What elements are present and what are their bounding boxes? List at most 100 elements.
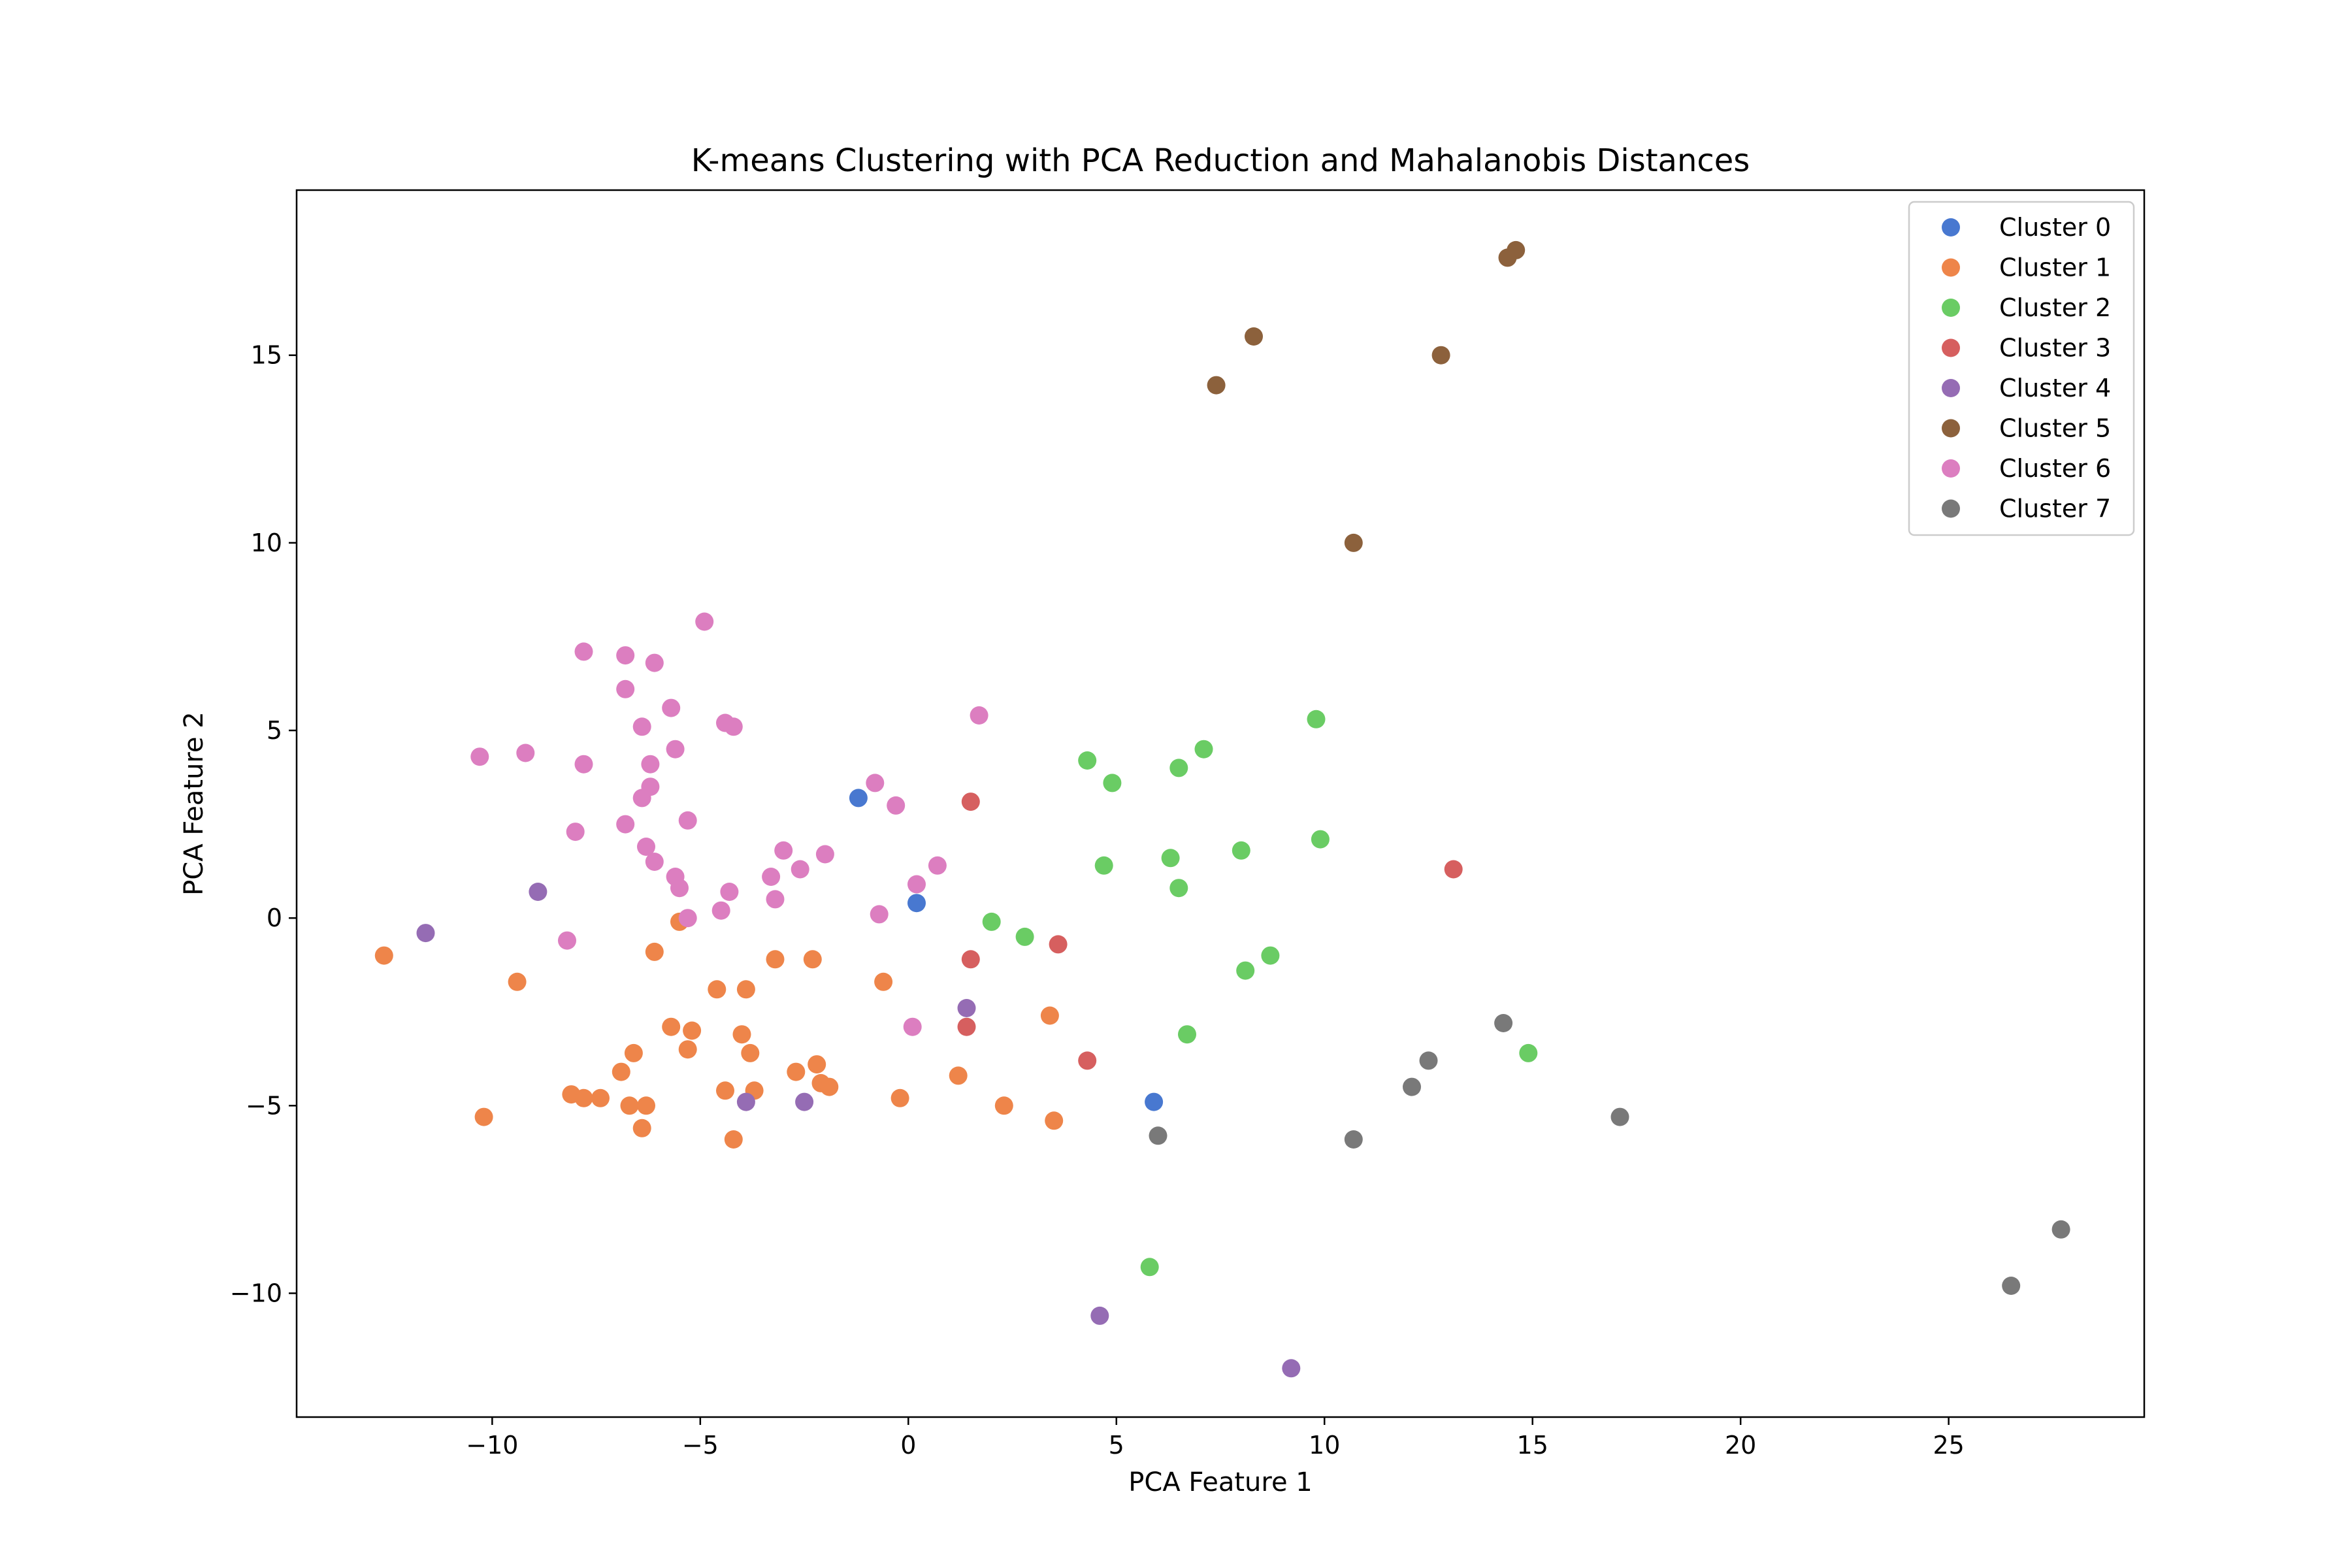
cluster-6-point-2 <box>558 931 576 950</box>
cluster-4-point-6 <box>1282 1359 1301 1378</box>
x-axis-label: PCA Feature 1 <box>1128 1467 1312 1497</box>
legend-marker-cluster-0 <box>1942 218 1960 237</box>
cluster-2-point-13 <box>1261 946 1280 965</box>
cluster-2-point-1 <box>1015 927 1034 946</box>
y-tick-label-3: 5 <box>267 716 282 745</box>
cluster-1-point-17 <box>716 1081 734 1100</box>
cluster-1-point-34 <box>1045 1111 1064 1130</box>
plot-area <box>297 190 2144 1417</box>
legend-label-cluster-6: Cluster 6 <box>1999 454 2111 483</box>
cluster-5-point-5 <box>1507 240 1526 259</box>
cluster-3-point-2 <box>957 1017 976 1036</box>
legend-marker-cluster-6 <box>1942 459 1960 478</box>
cluster-6-point-6 <box>616 646 635 665</box>
chart-title: K-means Clustering with PCA Reduction an… <box>691 142 1750 179</box>
cluster-1-point-9 <box>632 1119 651 1137</box>
cluster-7-point-2 <box>1403 1077 1421 1096</box>
cluster-0-point-0 <box>849 789 868 808</box>
cluster-1-point-8 <box>624 1043 643 1062</box>
cluster-6-point-11 <box>637 838 655 856</box>
y-tick-label-1: −5 <box>246 1091 282 1120</box>
cluster-2-point-15 <box>1311 830 1330 849</box>
legend-label-cluster-2: Cluster 2 <box>1999 293 2111 322</box>
cluster-5-point-0 <box>1207 376 1226 395</box>
cluster-1-point-32 <box>994 1096 1013 1115</box>
cluster-6-point-7 <box>616 679 635 698</box>
cluster-6-point-26 <box>724 717 743 736</box>
cluster-6-point-8 <box>616 815 635 834</box>
cluster-6-point-13 <box>641 777 660 796</box>
cluster-2-point-6 <box>1161 849 1180 868</box>
cluster-1-point-15 <box>683 1021 702 1040</box>
y-tick-label-5: 15 <box>251 341 282 370</box>
cluster-1-point-21 <box>741 1043 760 1062</box>
cluster-4-point-4 <box>957 999 976 1017</box>
cluster-6-point-17 <box>666 740 685 759</box>
cluster-1-point-7 <box>620 1096 639 1115</box>
x-tick-label-0: −10 <box>466 1431 518 1460</box>
cluster-4-point-1 <box>529 883 547 901</box>
legend-marker-cluster-5 <box>1942 419 1960 438</box>
cluster-1-point-20 <box>736 980 755 999</box>
legend-label-cluster-1: Cluster 1 <box>1999 253 2111 282</box>
cluster-5-point-1 <box>1245 327 1263 346</box>
legend: Cluster 0 Cluster 1 Cluster 2 Cluster 3 Clus… <box>1908 201 2135 536</box>
cluster-6-point-0 <box>470 747 489 766</box>
cluster-2-point-2 <box>1078 751 1097 770</box>
cluster-7-point-0 <box>1149 1126 1168 1145</box>
cluster-2-point-11 <box>1232 841 1250 860</box>
legend-label-cluster-5: Cluster 5 <box>1999 414 2111 443</box>
cluster-1-point-4 <box>574 1088 593 1107</box>
cluster-2-point-16 <box>1519 1043 1538 1062</box>
legend-items: Cluster 0 Cluster 1 Cluster 2 Cluster 3 Clus… <box>1942 213 2111 523</box>
cluster-1-point-29 <box>874 972 893 991</box>
x-tick-label-3: 5 <box>1109 1431 1124 1460</box>
cluster-1-point-30 <box>890 1088 909 1107</box>
legend-label-cluster-7: Cluster 7 <box>1999 495 2111 523</box>
cluster-6-point-32 <box>866 774 885 792</box>
cluster-7-point-6 <box>2002 1277 2021 1295</box>
cluster-3-point-5 <box>1444 860 1463 879</box>
cluster-1-point-5 <box>591 1088 610 1107</box>
x-tick-label-4: 10 <box>1309 1431 1340 1460</box>
x-axis-ticks: −10 −5 0 5 10 15 20 25 <box>466 1417 1965 1460</box>
cluster-6-point-25 <box>720 883 739 901</box>
cluster-1-point-16 <box>708 980 727 999</box>
cluster-4-point-3 <box>795 1092 814 1111</box>
x-tick-label-1: −5 <box>682 1431 719 1460</box>
legend-label-cluster-0: Cluster 0 <box>1999 213 2111 242</box>
cluster-2-point-8 <box>1169 879 1188 898</box>
legend-frame <box>1908 201 2135 536</box>
cluster-6-point-9 <box>632 717 651 736</box>
cluster-4-point-0 <box>416 924 435 943</box>
x-tick-label-7: 25 <box>1933 1431 1964 1460</box>
cluster-6-point-31 <box>815 845 834 864</box>
cluster-7-point-5 <box>1610 1107 1629 1126</box>
cluster-6-point-1 <box>516 743 535 762</box>
cluster-6-point-23 <box>711 901 730 920</box>
cluster-1-point-23 <box>766 950 785 969</box>
cluster-6-point-16 <box>662 698 681 717</box>
cluster-1-point-2 <box>508 972 527 991</box>
cluster-7-point-3 <box>1419 1051 1438 1070</box>
cluster-3-point-0 <box>961 950 980 969</box>
points-layer <box>374 240 2070 1378</box>
cluster-1-point-10 <box>637 1096 655 1115</box>
plot-frame <box>295 189 2146 1418</box>
legend-marker-cluster-7 <box>1942 499 1960 518</box>
cluster-0-point-1 <box>907 894 926 913</box>
cluster-1-point-28 <box>820 1077 839 1096</box>
cluster-1-point-33 <box>1040 1006 1059 1025</box>
y-axis-ticks: −10 −5 0 5 10 15 <box>230 341 297 1307</box>
cluster-2-point-5 <box>1140 1258 1159 1277</box>
legend-label-cluster-4: Cluster 4 <box>1999 374 2111 402</box>
cluster-6-point-34 <box>887 796 906 815</box>
cluster-2-point-10 <box>1194 740 1213 759</box>
cluster-0-point-2 <box>1145 1092 1164 1111</box>
cluster-1-point-14 <box>678 1040 697 1059</box>
cluster-2-point-9 <box>1178 1025 1196 1044</box>
cluster-1-point-24 <box>787 1062 806 1081</box>
y-tick-label-2: 0 <box>267 904 282 932</box>
